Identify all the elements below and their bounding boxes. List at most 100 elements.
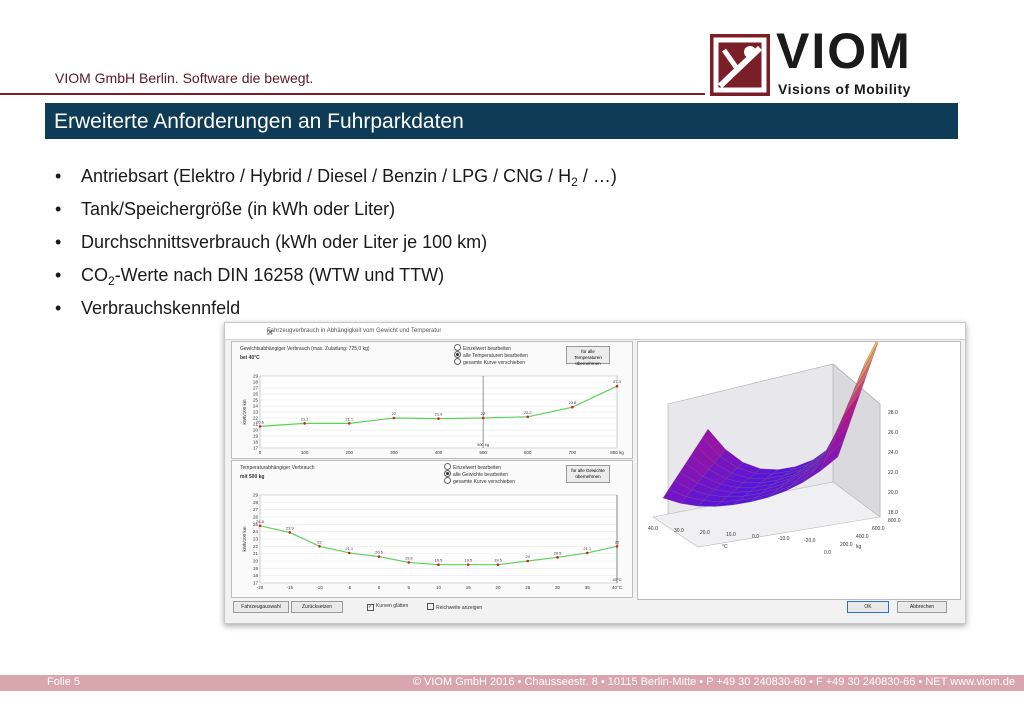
data-point-label: 27.3 bbox=[613, 379, 622, 384]
y-tick-label: 18 bbox=[253, 573, 259, 578]
radio-single-value[interactable]: Einzelwert bearbeiten bbox=[454, 344, 511, 352]
data-point bbox=[585, 551, 589, 555]
temperature-panel-caption: Temperaturabhängiger Verbrauch bbox=[240, 465, 315, 471]
bullet-text: Tank/Speichergröße (in kWh oder Liter) bbox=[81, 199, 396, 219]
x-tick-label: 100 bbox=[301, 450, 309, 455]
x-tick-label: 15 bbox=[466, 585, 472, 590]
viom-logo-mark bbox=[710, 34, 770, 96]
weight-tick-label: 0.0 bbox=[824, 550, 831, 556]
data-point-label: 21.1 bbox=[583, 546, 592, 551]
x-tick-label: 10 bbox=[436, 585, 442, 590]
bullet-item-tank-size: • Tank/Speichergröße (in kWh oder Liter) bbox=[55, 193, 617, 226]
bullet-dot: • bbox=[55, 232, 62, 252]
radio-shift-curve[interactable]: gesamte Kurve verschieben bbox=[444, 477, 515, 485]
y-tick-label: 29 bbox=[253, 374, 259, 379]
y-tick-label: 17 bbox=[253, 581, 259, 586]
data-point bbox=[318, 545, 321, 548]
z-tick-label: 26.0 bbox=[888, 430, 898, 436]
data-point bbox=[437, 417, 440, 420]
y-tick-label: 23 bbox=[253, 410, 259, 415]
data-point bbox=[615, 545, 619, 548]
data-point-label: 22 bbox=[615, 539, 620, 544]
data-point-label: 19.5 bbox=[435, 558, 444, 563]
data-point bbox=[347, 551, 351, 555]
data-point-label: 19.8 bbox=[405, 555, 414, 560]
x-tick-label: 30 bbox=[555, 585, 561, 590]
data-point bbox=[407, 561, 411, 564]
radio-label: gesamte Kurve verschieben bbox=[453, 479, 515, 485]
data-point bbox=[496, 563, 500, 566]
x-tick-label: 800 kg bbox=[610, 450, 624, 455]
temperature-tick-label: 30.0 bbox=[674, 528, 684, 534]
temperature-tick-label: 0.0 bbox=[752, 534, 759, 540]
y-tick-label: 29 bbox=[253, 493, 259, 498]
weight-panel-subcaption: bei 40°C bbox=[240, 355, 260, 361]
x-tick-label: 200 bbox=[345, 450, 353, 455]
data-point-label: 20.5 bbox=[554, 550, 563, 555]
y-tick-label: 24 bbox=[253, 529, 259, 534]
temperature-panel-subcaption: mit 500 kg bbox=[240, 474, 265, 480]
x-tick-label: 25 bbox=[525, 585, 531, 590]
x-tick-label: 40°C bbox=[612, 585, 623, 590]
radio-single-value[interactable]: Einzelwert bearbeiten bbox=[444, 463, 501, 471]
close-icon[interactable]: ✕ bbox=[267, 328, 274, 337]
footer-contact: © VIOM GmbH 2016 • Chausseestr. 8 • 1011… bbox=[412, 676, 1015, 688]
bullet-subscript: 2 bbox=[108, 274, 115, 288]
app-screenshot-window: Fahrzeugverbrauch in Abhängigkeit vom Ge… bbox=[224, 322, 966, 624]
bullet-list: • Antriebsart (Elektro / Hybrid / Diesel … bbox=[55, 160, 617, 325]
temperature-tick-label: -10.0 bbox=[778, 536, 790, 542]
y-tick-label: 26 bbox=[253, 515, 259, 520]
y-tick-label: 20 bbox=[253, 428, 259, 433]
data-point bbox=[258, 425, 262, 428]
y-tick-label: 18 bbox=[253, 440, 259, 445]
surface-plot-svg: 28.0 26.0 24.0 22.0 20.0 18.0 40.0 30.0 20.0 10.0… bbox=[648, 328, 901, 556]
apply-all-temperatures-button[interactable]: für alle Temperaturen übernehmen bbox=[566, 346, 610, 366]
x-tick-label: -5 bbox=[347, 585, 351, 590]
weight-tick-label: 200.0 bbox=[840, 542, 853, 548]
logo-subline: Visions of Mobility bbox=[778, 81, 911, 97]
radio-all-weights[interactable]: alle Gewichte bearbeiten bbox=[444, 470, 508, 478]
radio-shift-curve[interactable]: gesamte Kurve verschieben bbox=[454, 358, 525, 366]
bullet-text: CO bbox=[81, 265, 108, 285]
y-tick-label: 27 bbox=[253, 386, 259, 391]
bullet-text-tail: / …) bbox=[577, 166, 617, 186]
y-axis-label: kWh/100 km bbox=[242, 399, 247, 424]
bullet-item-co2: • CO2-Werte nach DIN 16258 (WTW und TTW) bbox=[55, 259, 617, 292]
data-point bbox=[526, 559, 530, 563]
bullet-item-avg-consumption: • Durchschnittsverbrauch (kWh oder Liter … bbox=[55, 226, 617, 259]
bullet-dot: • bbox=[55, 265, 62, 285]
show-range-checkbox[interactable]: Reichweite anzeigen bbox=[427, 603, 482, 611]
ok-button[interactable]: OK bbox=[847, 601, 889, 613]
temperature-tick-label: 20.0 bbox=[700, 530, 710, 536]
bullet-text: Durchschnittsverbrauch (kWh oder Liter j… bbox=[81, 232, 488, 252]
data-point bbox=[615, 384, 619, 388]
apply-all-weights-button[interactable]: für alle Gewichte übernehmen bbox=[566, 465, 610, 483]
consumption-surface-plot: 28.0 26.0 24.0 22.0 20.0 18.0 40.0 30.0 20.0 10.0… bbox=[637, 328, 961, 600]
cancel-button[interactable]: Abbrechen bbox=[897, 601, 947, 613]
data-point-label: 22 bbox=[317, 539, 322, 544]
checkbox-checked-icon: ✓ bbox=[367, 604, 374, 611]
x-tick-label: 700 bbox=[569, 450, 577, 455]
data-point bbox=[526, 415, 530, 419]
data-point-label: 22.2 bbox=[524, 410, 533, 415]
radio-all-temperatures[interactable]: alle Temperaturen bearbeiten bbox=[454, 351, 528, 359]
z-tick-label: 24.0 bbox=[888, 450, 898, 456]
y-tick-label: 26 bbox=[253, 392, 259, 397]
data-point bbox=[303, 422, 306, 425]
data-point bbox=[466, 563, 470, 566]
marker-label: 500 kg bbox=[477, 442, 489, 447]
bullet-text-tail: -Werte nach DIN 16258 (WTW und TTW) bbox=[114, 265, 445, 285]
bullet-dot: • bbox=[55, 166, 62, 186]
vehicle-selection-button[interactable]: Fahrzeugauswahl bbox=[233, 601, 289, 613]
reset-button[interactable]: Zurücksetzen bbox=[291, 601, 343, 613]
marker-label: 40°C bbox=[613, 577, 622, 582]
maximize-icon[interactable]: □ bbox=[267, 328, 272, 337]
x-tick-label: -20 bbox=[257, 585, 264, 590]
z-tick-label: 18.0 bbox=[888, 510, 898, 516]
data-point bbox=[258, 524, 262, 528]
x-tick-label: -15 bbox=[286, 585, 293, 590]
smooth-curves-checkbox[interactable]: ✓ Kurven glätten bbox=[367, 603, 408, 611]
logo-wordmark: VIOM bbox=[776, 23, 912, 79]
checkbox-icon bbox=[427, 603, 434, 610]
slide-title: Erweiterte Anforderungen an Fuhrparkdate… bbox=[54, 110, 464, 133]
